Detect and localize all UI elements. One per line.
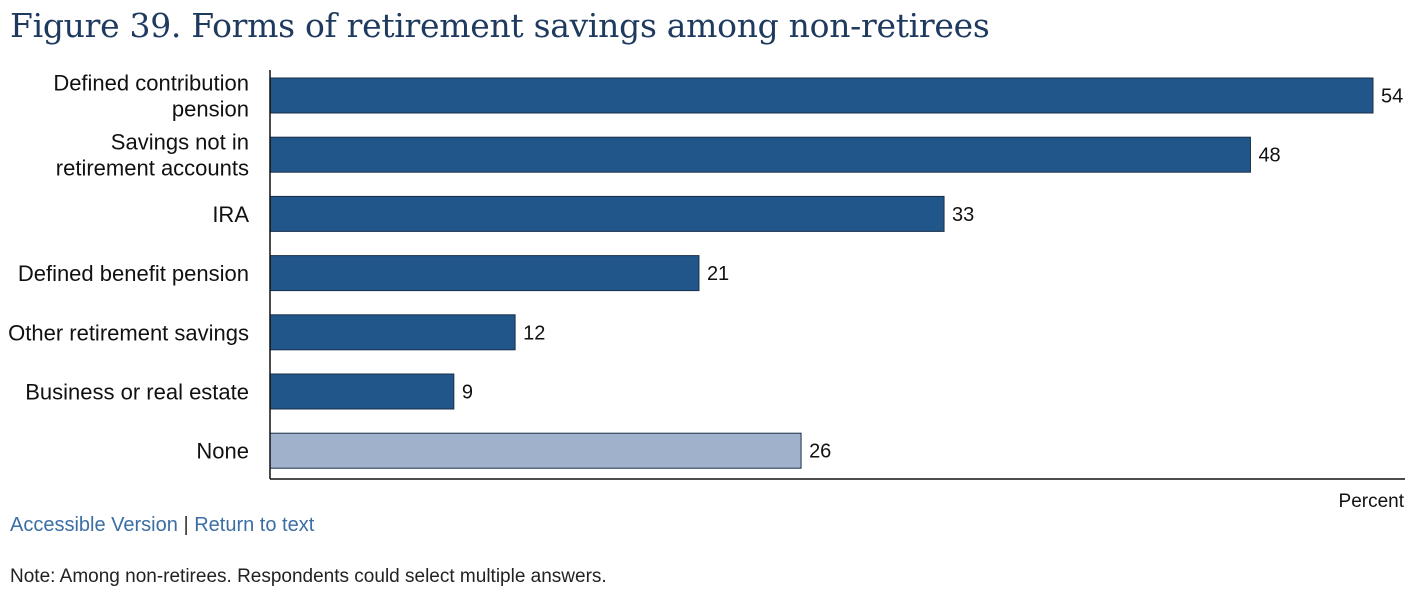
category-label: IRA <box>212 202 249 227</box>
bar-value-label: 33 <box>952 204 974 226</box>
bar-value-label: 48 <box>1258 145 1280 167</box>
bar <box>269 314 516 351</box>
category-label: pension <box>172 97 249 122</box>
bar <box>269 373 455 410</box>
bar <box>269 136 1251 173</box>
bar <box>269 432 802 469</box>
bar <box>269 77 1374 114</box>
chart-title: Figure 39. Forms of retirement savings a… <box>10 6 990 45</box>
category-label: None <box>196 439 249 464</box>
category-label: Other retirement savings <box>8 320 249 345</box>
bar-value-label: 12 <box>523 322 545 344</box>
bar-value-label: 54 <box>1381 86 1403 108</box>
bar-value-label: 9 <box>462 382 473 404</box>
category-label: Savings not in <box>111 130 249 155</box>
category-label: Business or real estate <box>25 380 249 405</box>
category-label: Defined contribution <box>53 71 249 96</box>
bar-value-label: 21 <box>707 263 729 285</box>
category-label: Defined benefit pension <box>18 261 249 286</box>
bar <box>269 255 700 292</box>
chart-note: Note: Among non-retirees. Respondents co… <box>10 566 607 587</box>
chart-links: Accessible Version | Return to text <box>10 514 314 537</box>
bar <box>269 195 945 232</box>
x-axis-label: Percent <box>1339 491 1405 510</box>
bar-value-label: 26 <box>809 441 831 463</box>
return-to-text-link[interactable]: Return to text <box>194 514 315 536</box>
accessible-version-link[interactable]: Accessible Version <box>10 514 178 536</box>
category-label: retirement accounts <box>56 156 249 181</box>
link-separator: | <box>183 514 189 536</box>
